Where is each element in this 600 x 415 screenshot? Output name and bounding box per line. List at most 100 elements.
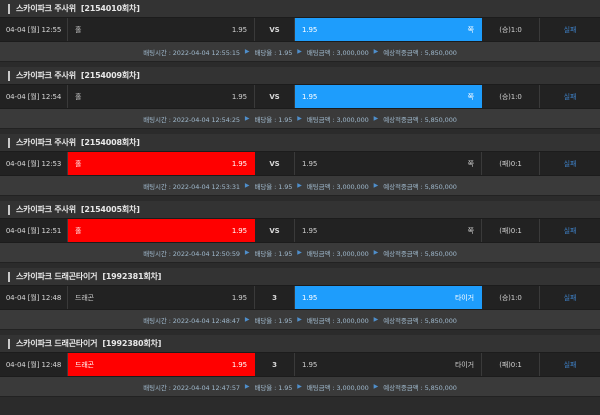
arrow-icon: ▶ — [297, 47, 302, 55]
header-accent-bar — [8, 204, 10, 215]
arrow-icon: ▶ — [244, 47, 250, 55]
bet-row: 04-04 [월] 12:48 드래곤 1.95 3 1.95 타이거 (패)0:1 실패 — [0, 353, 600, 377]
bet-block: 스카이파크 주사위 [2154005회차] 04-04 [월] 12:51 홀 1.95… — [0, 201, 600, 263]
status-badge: 실패 — [563, 92, 577, 101]
bet-block: 스카이파크 주사위 [2154009회차] 04-04 [월] 12:54 홀 1.95… — [0, 67, 600, 129]
game-title: 스카이파크 주사위 — [16, 205, 76, 214]
pick-name-left: 홀 — [75, 92, 82, 101]
pick-cell-left[interactable]: 드래곤 1.95 — [68, 353, 255, 376]
round-number: [2154010회차] — [80, 4, 140, 13]
arrow-icon: ▶ — [297, 315, 302, 323]
arrow-icon: ▶ — [244, 382, 250, 390]
pick-cell-right[interactable]: 1.95 쪽 — [295, 152, 482, 175]
pick-cell-right[interactable]: 1.95 쪽 — [295, 219, 482, 242]
pick-name-left: 드래곤 — [75, 293, 95, 302]
game-title: 스카이파크 드래곤타이거 — [16, 339, 98, 348]
pick-cell-left[interactable]: 홀 1.95 — [68, 85, 255, 108]
info-odds: 배당율 : 1.95 — [254, 383, 293, 392]
result-score: (패)0:1 — [482, 353, 540, 376]
info-expected: 예상적중금액 : 5,850,000 — [383, 48, 457, 57]
pick-name-right: 쪽 — [467, 226, 474, 235]
pick-name-right: 타이거 — [454, 360, 474, 369]
bet-date: 04-04 [월] 12:48 — [0, 353, 68, 376]
pick-cell-left[interactable]: 드래곤 1.95 — [68, 286, 255, 309]
pick-odds-right: 1.95 — [302, 92, 318, 101]
pick-cell-right[interactable]: 1.95 타이거 — [295, 353, 482, 376]
block-gap — [0, 263, 600, 268]
match-separator: 3 — [255, 286, 295, 309]
block-header: 스카이파크 드래곤타이거 [1992381회차] — [0, 268, 600, 286]
header-accent-bar — [8, 70, 10, 81]
info-bet-time: 배팅시간 : 2022-04-04 12:50:59 — [143, 249, 240, 258]
info-odds: 배당율 : 1.95 — [254, 115, 293, 124]
pick-name-left: 홀 — [75, 226, 82, 235]
match-separator: VS — [255, 219, 295, 242]
bet-date: 04-04 [월] 12:51 — [0, 219, 68, 242]
pick-cell-right[interactable]: 1.95 타이거 — [295, 286, 482, 309]
info-amount: 배팅금액 : 3,000,000 — [306, 316, 369, 325]
info-expected: 예상적중금액 : 5,850,000 — [383, 316, 457, 325]
arrow-icon: ▶ — [373, 315, 379, 323]
block-header: 스카이파크 주사위 [2154005회차] — [0, 201, 600, 219]
info-bet-time: 배팅시간 : 2022-04-04 12:54:25 — [143, 115, 240, 124]
info-odds: 배당율 : 1.95 — [254, 48, 293, 57]
match-separator: VS — [255, 85, 295, 108]
round-number: [2154005회차] — [80, 205, 140, 214]
bet-row: 04-04 [월] 12:55 홀 1.95 VS 1.95 쪽 (승)1:0 실패 — [0, 18, 600, 42]
pick-cell-left[interactable]: 홀 1.95 — [68, 18, 255, 41]
result-score: (패)0:1 — [482, 219, 540, 242]
info-amount: 배팅금액 : 3,000,000 — [306, 48, 369, 57]
info-amount: 배팅금액 : 3,000,000 — [306, 182, 369, 191]
pick-name-right: 쪽 — [467, 25, 474, 34]
arrow-icon: ▶ — [244, 248, 250, 256]
match-separator: VS — [255, 18, 295, 41]
bet-block: 스카이파크 드래곤타이거 [1992380회차] 04-04 [월] 12:48 드래… — [0, 335, 600, 397]
pick-cell-right[interactable]: 1.95 쪽 — [295, 18, 482, 41]
arrow-icon: ▶ — [373, 47, 379, 55]
result-score: (승)1:0 — [482, 286, 540, 309]
match-separator: 3 — [255, 353, 295, 376]
pick-cell-left[interactable]: 홀 1.95 — [68, 219, 255, 242]
bet-row: 04-04 [월] 12:48 드래곤 1.95 3 1.95 타이거 (승)1:0 실패 — [0, 286, 600, 310]
game-title: 스카이파크 주사위 — [16, 71, 76, 80]
bet-block: 스카이파크 주사위 [2154010회차] 04-04 [월] 12:55 홀 1.95… — [0, 0, 600, 62]
arrow-icon: ▶ — [297, 248, 302, 256]
block-header: 스카이파크 드래곤타이거 [1992380회차] — [0, 335, 600, 353]
block-header: 스카이파크 주사위 [2154009회차] — [0, 67, 600, 85]
game-title: 스카이파크 드래곤타이거 — [16, 272, 98, 281]
pick-odds-right: 1.95 — [302, 25, 318, 34]
game-title: 스카이파크 주사위 — [16, 4, 76, 13]
pick-name-right: 타이거 — [454, 293, 474, 302]
arrow-icon: ▶ — [244, 315, 250, 323]
info-bet-time: 배팅시간 : 2022-04-04 12:55:15 — [143, 48, 240, 57]
pick-cell-left[interactable]: 홀 1.95 — [68, 152, 255, 175]
round-number: [2154008회차] — [80, 138, 140, 147]
bet-info-strip: 배팅시간 : 2022-04-04 12:53:31 ▶ 배당율 : 1.95 ▶ 배팅… — [0, 176, 600, 196]
block-gap — [0, 129, 600, 134]
pick-odds-left: 1.95 — [231, 92, 247, 101]
bet-date: 04-04 [월] 12:54 — [0, 85, 68, 108]
status-badge: 실패 — [563, 25, 577, 34]
header-accent-bar — [8, 3, 10, 14]
block-header: 스카이파크 주사위 [2154008회차] — [0, 134, 600, 152]
arrow-icon: ▶ — [244, 114, 250, 122]
header-accent-bar — [8, 271, 10, 282]
status-badge: 실패 — [563, 293, 577, 302]
pick-cell-right[interactable]: 1.95 쪽 — [295, 85, 482, 108]
result-score: (승)1:0 — [482, 85, 540, 108]
pick-odds-right: 1.95 — [302, 226, 318, 235]
pick-odds-right: 1.95 — [302, 360, 318, 369]
game-title: 스카이파크 주사위 — [16, 138, 76, 147]
arrow-icon: ▶ — [373, 248, 379, 256]
status-badge: 실패 — [563, 159, 577, 168]
bet-row: 04-04 [월] 12:54 홀 1.95 VS 1.95 쪽 (승)1:0 실패 — [0, 85, 600, 109]
info-amount: 배팅금액 : 3,000,000 — [306, 249, 369, 258]
pick-odds-left: 1.95 — [231, 25, 247, 34]
pick-odds-left: 1.95 — [231, 360, 247, 369]
bet-block: 스카이파크 드래곤타이거 [1992381회차] 04-04 [월] 12:48 드래… — [0, 268, 600, 330]
info-bet-time: 배팅시간 : 2022-04-04 12:47:57 — [143, 383, 240, 392]
block-gap — [0, 330, 600, 335]
arrow-icon: ▶ — [373, 114, 379, 122]
pick-odds-left: 1.95 — [231, 159, 247, 168]
bet-info-strip: 배팅시간 : 2022-04-04 12:54:25 ▶ 배당율 : 1.95 ▶ 배팅… — [0, 109, 600, 129]
